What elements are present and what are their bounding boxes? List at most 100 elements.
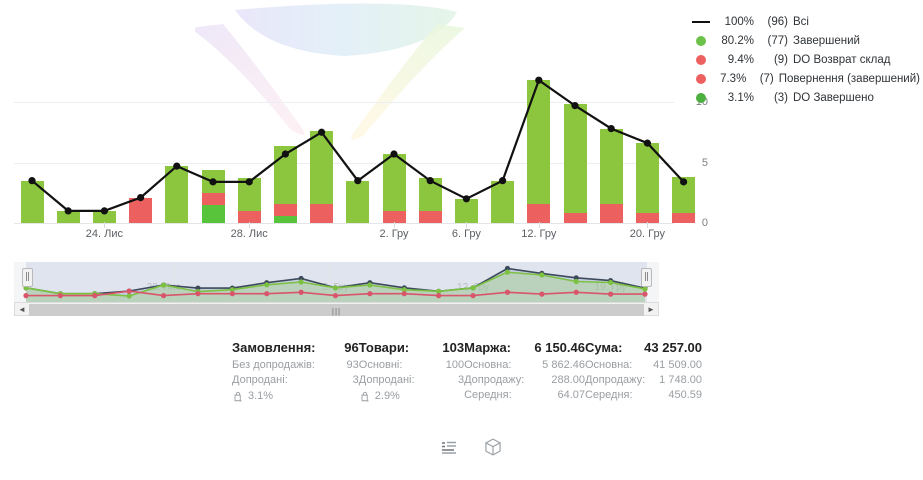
summary-stats-panel: Замовлення: 96 Без допродажів: 93 Допродані:… [232,338,702,410]
total-line-point[interactable] [499,177,507,185]
bar-column[interactable] [454,198,478,223]
total-line-point[interactable] [462,195,470,203]
total-line-point[interactable] [245,178,253,186]
total-line-point[interactable] [680,178,688,186]
x-axis-tick-label: 6. Гру [451,228,481,240]
stat-sub-value: 3 [352,374,359,386]
bar-segment-returned [563,213,587,223]
navigator-series-point [229,287,235,293]
bar-segment-returned [382,210,406,223]
total-line-point[interactable] [100,207,108,215]
bar-segment-completed [382,154,406,211]
bar-column[interactable] [635,143,659,223]
legend-item[interactable]: 7.3% (7) Повернення (завершений) [688,71,920,87]
legend-item[interactable]: 100% (96) Всі [688,14,920,30]
bar-column[interactable] [599,128,623,223]
bar-segment-completed [454,198,478,223]
navigator-series-point [160,293,167,299]
bar-segment-completed [672,177,696,214]
navigator-series-point [298,279,304,285]
legend-count: (96) [767,16,788,28]
stat-sub-label: Допродажу: [464,374,525,386]
bar-column[interactable] [527,80,551,223]
navigator-series-point [470,285,476,291]
bar-column[interactable] [237,178,261,223]
total-line-point[interactable] [390,150,398,158]
bar-column[interactable] [92,210,116,223]
bar-column[interactable] [56,210,80,223]
navigator-series-point [298,289,304,295]
navigator-series-point [573,278,579,285]
legend-item[interactable]: 3.1% (3) DO Завершено [688,90,920,106]
navigator-track[interactable]: 28. Лис 5. Гру 12. Гру 19. Гру [14,262,659,302]
legend-line-icon [688,21,714,23]
total-line-point[interactable] [137,193,145,202]
total-line-point[interactable] [643,139,652,147]
bar-segment-returned [527,203,551,223]
legend-count: (3) [773,92,788,104]
navigator-series-point [367,291,373,297]
total-line-point[interactable] [209,178,217,186]
bar-column[interactable] [672,177,696,223]
total-line-point[interactable] [64,207,72,215]
axis-baseline [14,223,674,224]
list-view-icon[interactable] [438,436,460,458]
stat-head-label: Маржа: [464,340,511,355]
bar-segment-completed [237,178,261,211]
bar-segment-completed [92,210,116,223]
bar-segment-returned [310,203,334,223]
bar-column[interactable] [418,178,442,223]
total-line-point[interactable] [535,76,543,84]
total-line-point[interactable] [281,150,289,158]
navigator-handle-left[interactable] [22,268,33,287]
bar-column[interactable] [273,145,297,223]
total-line-point[interactable] [571,102,579,110]
bar-column[interactable] [491,180,515,223]
package-box-icon[interactable] [482,436,504,458]
gridline-10 [14,102,674,103]
legend-item[interactable]: 9.4% (9) DO Возврат склад [688,52,920,68]
x-axis-tick-mark [249,222,251,228]
scrollbar-grip-icon: ||| [331,307,342,316]
stat-percent-value: 2.9% [374,390,400,402]
legend-dot-icon [688,74,714,84]
legend-percent: 80.2% [721,35,754,47]
chart-navigator[interactable]: 28. Лис 5. Гру 12. Гру 19. Гру ◄ ||| ► [14,262,659,317]
total-line-point[interactable] [354,177,362,185]
navigator-series-point [608,291,614,297]
scroll-left-arrow-icon[interactable]: ◄ [15,303,29,315]
stat-sub-value: 64.07 [557,389,585,401]
bar-segment-completed [563,104,587,214]
legend-item[interactable]: 80.2% (77) Завершений [688,33,920,49]
bar-column[interactable] [382,154,406,223]
bar-column[interactable] [20,180,44,223]
bar-column[interactable] [129,197,153,223]
bar-column[interactable] [310,131,334,223]
navigator-series-point [195,291,201,297]
bar-segment-returned [599,203,623,223]
navigator-series-point [642,291,648,297]
navigator-handle-right[interactable] [641,268,652,287]
bar-segment-returned [672,213,696,223]
bar-column[interactable] [346,180,370,223]
legend-label: DO Завершено [793,92,874,104]
x-axis-tick-label: 2. Гру [379,228,409,240]
stat-sub-row: Середня: 450.59 [585,388,702,403]
scroll-right-arrow-icon[interactable]: ► [644,303,658,315]
scrollbar-thumb[interactable]: ||| [29,304,644,316]
legend-label: Завершений [793,35,860,47]
x-axis-tick-mark [466,222,468,228]
total-line-point[interactable] [318,128,326,136]
total-line-point[interactable] [28,177,36,185]
stat-sub-label: Основна: [584,359,633,371]
stat-sub-value: 100 [445,359,465,371]
total-line-point[interactable] [173,162,181,170]
total-line-point[interactable] [607,125,615,133]
navigator-series-point [401,287,407,293]
bar-segment-completed [491,180,515,223]
bar-segment-completed [310,131,334,204]
total-line-point[interactable] [426,177,434,185]
navigator-scrollbar[interactable]: ◄ ||| ► [14,302,659,316]
bar-column[interactable] [165,166,189,223]
bar-column[interactable] [563,104,587,223]
